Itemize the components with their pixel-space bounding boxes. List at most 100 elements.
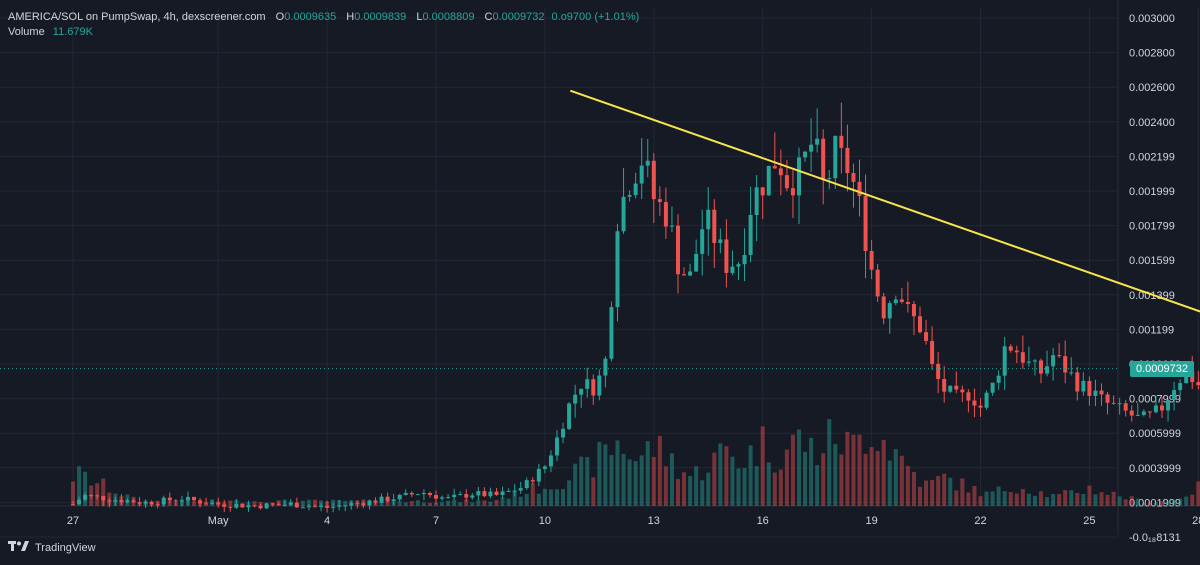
candle-body bbox=[948, 385, 953, 392]
volume-bar bbox=[1026, 493, 1031, 506]
volume-bar bbox=[597, 441, 602, 506]
volume-bar bbox=[700, 480, 705, 506]
volume-bar bbox=[427, 502, 432, 506]
volume-bar bbox=[192, 501, 196, 506]
x-tick-label: May bbox=[208, 515, 229, 527]
volume-bar bbox=[899, 455, 904, 506]
y-tick-label: 0.002600 bbox=[1129, 82, 1175, 94]
candle-body bbox=[518, 488, 523, 491]
candle-body bbox=[288, 502, 293, 505]
y-tick-label: 0.002199 bbox=[1129, 151, 1175, 163]
volume-label: Volume bbox=[8, 26, 45, 38]
candle-body bbox=[1099, 390, 1104, 395]
candle-body bbox=[300, 507, 305, 509]
candle-body bbox=[349, 503, 354, 506]
candle-body bbox=[924, 332, 929, 341]
symbol-title[interactable]: AMERICA/SOL on PumpSwap, 4h, dexscreener… bbox=[8, 11, 266, 23]
candle-body bbox=[990, 382, 995, 393]
volume-bar bbox=[754, 466, 759, 506]
candle-body bbox=[772, 165, 777, 169]
volume-bar bbox=[736, 468, 741, 506]
candle-body bbox=[881, 296, 886, 319]
volume-bar bbox=[385, 500, 390, 506]
volume-row: Volume 11.679K bbox=[8, 25, 639, 40]
volume-bar bbox=[488, 501, 493, 506]
candle-body bbox=[234, 503, 239, 508]
candle-body bbox=[984, 392, 989, 408]
volume-bar bbox=[990, 491, 995, 506]
candle-body bbox=[972, 400, 977, 406]
volume-bar bbox=[1069, 490, 1074, 506]
volume-bar bbox=[621, 453, 626, 506]
candle-body bbox=[591, 379, 596, 396]
candle-body bbox=[1081, 380, 1086, 392]
volume-bar bbox=[506, 498, 511, 506]
volume-bar bbox=[893, 449, 898, 506]
candle-body bbox=[179, 500, 184, 502]
y-tick-label: 0.002400 bbox=[1129, 117, 1175, 129]
volume-bar bbox=[421, 502, 426, 506]
candle-body bbox=[839, 135, 844, 148]
footer-branding[interactable]: TradingView bbox=[8, 540, 96, 555]
candle-body bbox=[452, 494, 457, 498]
candle-body bbox=[561, 428, 566, 438]
candle-body bbox=[712, 209, 717, 243]
volume-bar bbox=[760, 426, 765, 506]
volume-bar bbox=[1075, 493, 1080, 506]
candle-body bbox=[1153, 405, 1158, 413]
volume-bar bbox=[1008, 492, 1013, 506]
volume-bar bbox=[972, 485, 977, 506]
candle-body bbox=[89, 495, 94, 497]
low-value: 0.0008809 bbox=[422, 11, 475, 23]
candle-body bbox=[1093, 390, 1098, 396]
volume-bar bbox=[494, 499, 499, 506]
volume-bar bbox=[555, 489, 559, 506]
volume-bar bbox=[1057, 493, 1062, 506]
volume-bar bbox=[863, 453, 868, 506]
volume-bar bbox=[942, 473, 947, 506]
volume-bar bbox=[440, 502, 445, 506]
volume-bar bbox=[434, 502, 438, 506]
volume-bar bbox=[797, 429, 801, 506]
volume-bar bbox=[464, 499, 469, 506]
y-tick-label: -0.0₁₈8131 bbox=[1129, 532, 1181, 544]
volume-bar bbox=[1172, 499, 1177, 506]
candle-body bbox=[682, 274, 687, 276]
candle-body bbox=[101, 496, 106, 501]
candle-body bbox=[149, 501, 154, 505]
candle-body bbox=[688, 271, 693, 276]
volume-bar bbox=[712, 452, 717, 506]
volume-bar bbox=[1190, 494, 1195, 506]
candle-body bbox=[331, 506, 336, 508]
candle-body bbox=[821, 138, 826, 180]
volume-bar bbox=[905, 465, 910, 506]
x-tick-label: 16 bbox=[757, 515, 769, 527]
volume-bar bbox=[1123, 499, 1128, 506]
candle-body bbox=[434, 495, 438, 499]
candle-body bbox=[258, 505, 263, 509]
candle-body bbox=[1032, 360, 1037, 362]
volume-bar bbox=[954, 490, 959, 506]
volume-bar bbox=[694, 466, 699, 506]
volume-bar bbox=[1099, 492, 1104, 506]
volume-bar bbox=[300, 500, 305, 506]
candle-body bbox=[476, 491, 481, 496]
candle-body bbox=[530, 480, 535, 482]
candle-body bbox=[1051, 355, 1056, 367]
volume-bar bbox=[845, 431, 850, 506]
candle-body bbox=[276, 504, 281, 506]
x-tick-label: 28 bbox=[1192, 515, 1200, 527]
volume-bar bbox=[742, 468, 747, 506]
volume-bar bbox=[1135, 498, 1140, 506]
trendline bbox=[569, 89, 1200, 313]
candle-body bbox=[567, 403, 572, 429]
candle-body bbox=[911, 304, 916, 317]
volume-bar bbox=[1160, 501, 1164, 506]
volume-bar bbox=[869, 447, 874, 506]
volume-bar bbox=[766, 462, 771, 506]
candle-body bbox=[639, 165, 644, 184]
close-value: 0.0009732 bbox=[492, 11, 545, 23]
x-tick-label: 19 bbox=[865, 515, 877, 527]
